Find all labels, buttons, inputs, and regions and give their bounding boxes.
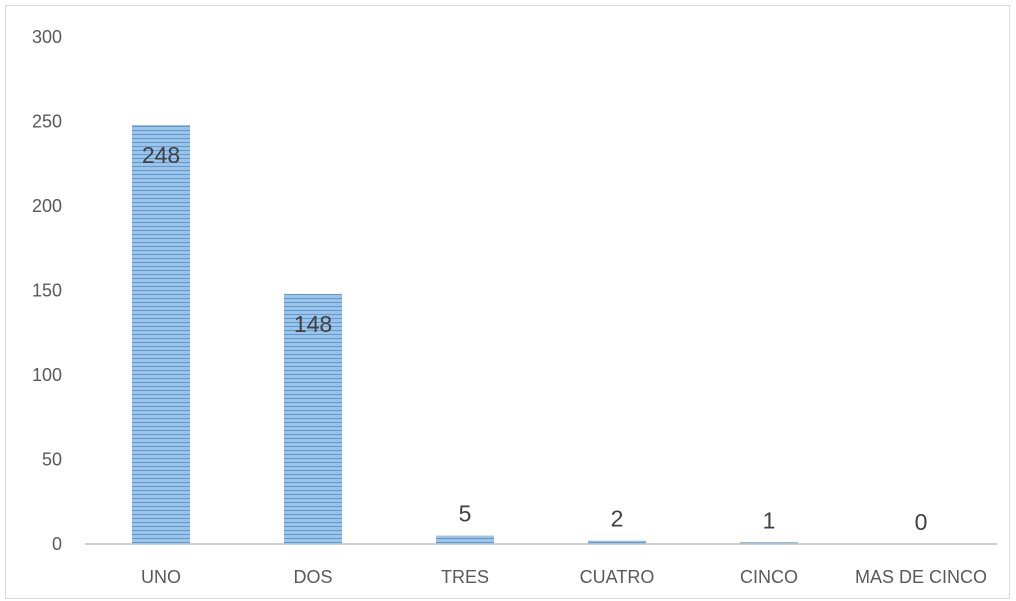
data-label: 1 [763, 507, 776, 533]
bar-tres [436, 535, 494, 544]
bar-uno [132, 124, 190, 544]
category-label: CUATRO [580, 567, 655, 587]
data-label: 0 [915, 509, 928, 535]
y-tick-label: 100 [32, 365, 62, 385]
category-label: TRES [441, 567, 489, 587]
category-label: MAS DE CINCO [855, 567, 987, 587]
bars [132, 124, 798, 544]
category-label: CINCO [740, 567, 798, 587]
data-labels: 248 148 5 2 1 0 [142, 142, 928, 535]
category-label: DOS [293, 567, 332, 587]
data-label: 148 [294, 311, 332, 337]
y-tick-label: 0 [52, 534, 62, 554]
y-tick-label: 250 [32, 112, 62, 132]
y-tick-label: 50 [42, 450, 62, 470]
category-labels: UNO DOS TRES CUATRO CINCO MAS DE CINCO [141, 567, 987, 587]
y-axis-ticks: 0 50 100 150 200 250 300 [32, 27, 62, 554]
category-label: UNO [141, 567, 181, 587]
bar-cuatro [588, 540, 646, 544]
y-tick-label: 200 [32, 196, 62, 216]
bar-cinco [740, 542, 798, 544]
data-label: 2 [611, 506, 624, 532]
data-label: 5 [459, 501, 472, 527]
bar-dos [284, 293, 342, 544]
y-tick-label: 300 [32, 27, 62, 47]
y-tick-label: 150 [32, 281, 62, 301]
data-label: 248 [142, 142, 180, 168]
